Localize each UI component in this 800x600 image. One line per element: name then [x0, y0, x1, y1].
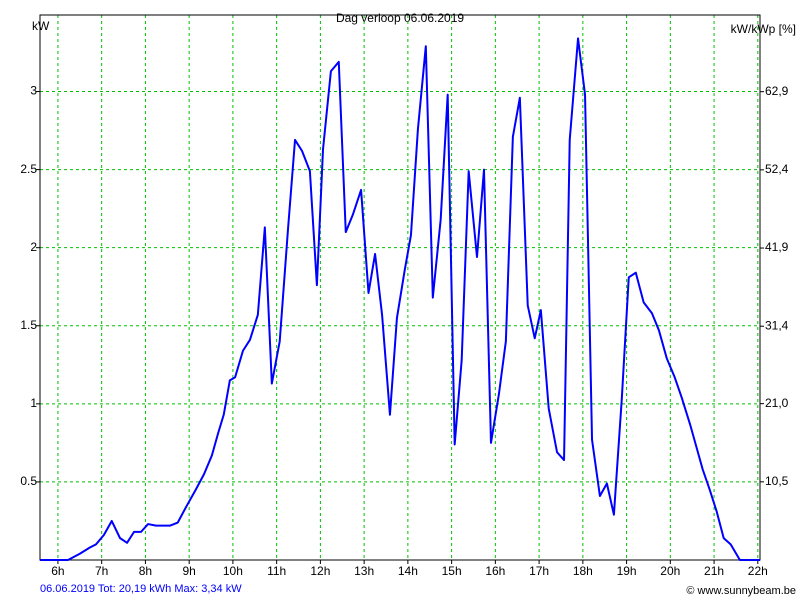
y2-tick-label: 52,4 [765, 162, 789, 176]
x-tick-label: 13h [354, 564, 374, 578]
x-tick-label: 11h [267, 564, 286, 578]
x-tick-label: 6h [51, 564, 64, 578]
x-tick-label: 16h [485, 564, 505, 578]
x-tick-label: 9h [182, 564, 195, 578]
y-tick-label: 1 [30, 396, 37, 410]
x-tick-label: 15h [442, 564, 462, 578]
x-tick-label: 10h [223, 564, 243, 578]
y2-axis-label: kW/kWp [%] [731, 22, 796, 36]
y2-tick-label: 10,5 [765, 474, 789, 488]
y2-tick-label: 31,4 [765, 318, 789, 332]
credit: © www.sunnybeam.be [686, 585, 796, 597]
y2-tick-label: 41,9 [765, 240, 789, 254]
x-tick-label: 8h [139, 564, 152, 578]
y-axis-label: kW [32, 19, 50, 33]
data-line [40, 37, 760, 561]
x-tick-label: 14h [398, 564, 418, 578]
y-tick-label: 1.5 [20, 318, 37, 332]
y-tick-label: 3 [30, 84, 37, 98]
y2-tick-label: 62,9 [765, 84, 789, 98]
footer: 06.06.2019 Tot: 20,19 kWh Max: 3,34 kW [40, 583, 242, 595]
x-tick-label: 18h [573, 564, 593, 578]
y-tick-label: 2.5 [20, 162, 37, 176]
x-tick-label: 17h [529, 564, 549, 578]
x-tick-label: 12h [310, 564, 330, 578]
y2-tick-label: 21,0 [765, 396, 789, 410]
x-tick-label: 22h [748, 564, 768, 578]
y-tick-label: 2 [30, 240, 37, 254]
x-tick-label: 20h [660, 564, 680, 578]
chart-title: Dag verloop 06.06.2019 [336, 11, 464, 25]
x-tick-label: 21h [704, 564, 724, 578]
plot-area [40, 15, 760, 560]
plot-border [39, 14, 761, 561]
y-tick-label: 0.5 [20, 474, 37, 488]
x-tick-label: 19h [617, 564, 637, 578]
x-tick-label: 7h [95, 564, 108, 578]
